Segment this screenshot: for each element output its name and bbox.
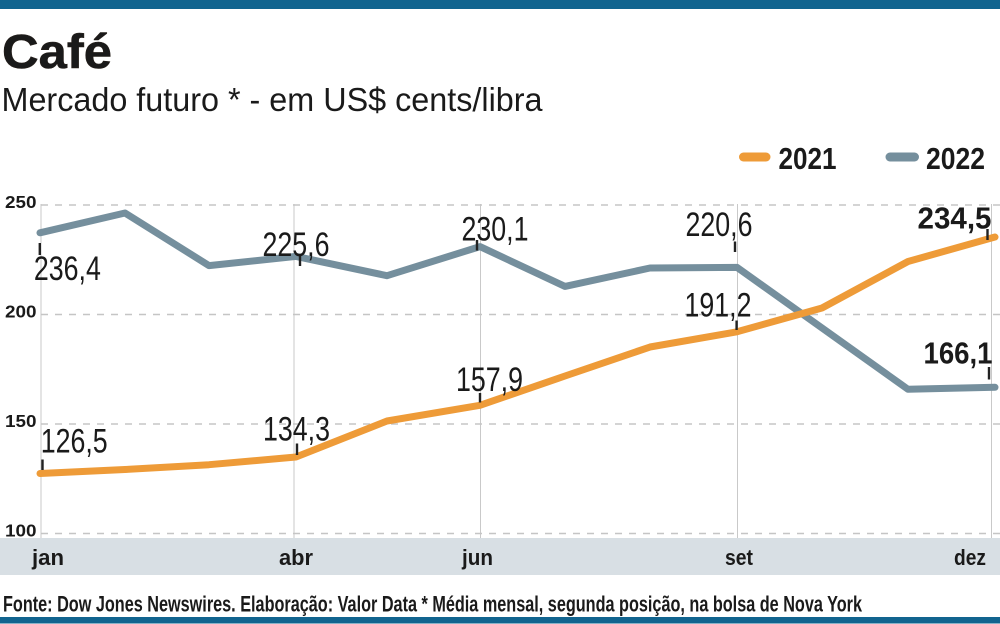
svg-text:150: 150 xyxy=(5,411,37,431)
svg-text:jun: jun xyxy=(461,545,493,570)
svg-text:2022: 2022 xyxy=(926,142,985,176)
svg-text:Mercado futuro * - em US$ cent: Mercado futuro * - em US$ cents/libra xyxy=(2,81,544,118)
svg-text:abr: abr xyxy=(279,545,313,570)
svg-text:set: set xyxy=(725,545,753,570)
svg-text:234,5: 234,5 xyxy=(918,201,992,236)
svg-text:2021: 2021 xyxy=(779,142,837,176)
svg-text:Café: Café xyxy=(2,25,112,79)
svg-text:Fonte: Dow Jones Newswires. El: Fonte: Dow Jones Newswires. Elaboração: … xyxy=(3,592,863,617)
svg-text:220,6: 220,6 xyxy=(686,206,753,244)
svg-text:jan: jan xyxy=(31,545,64,570)
svg-text:134,3: 134,3 xyxy=(263,411,330,449)
svg-text:100: 100 xyxy=(5,521,37,541)
svg-text:126,5: 126,5 xyxy=(41,423,108,461)
svg-text:250: 250 xyxy=(5,192,37,212)
svg-text:230,1: 230,1 xyxy=(462,211,529,249)
svg-text:236,4: 236,4 xyxy=(34,250,101,288)
svg-text:dez: dez xyxy=(954,545,986,570)
svg-text:166,1: 166,1 xyxy=(924,336,993,371)
svg-text:200: 200 xyxy=(5,302,37,322)
svg-text:157,9: 157,9 xyxy=(456,361,523,399)
svg-text:191,2: 191,2 xyxy=(685,287,752,325)
svg-text:225,6: 225,6 xyxy=(263,226,330,264)
